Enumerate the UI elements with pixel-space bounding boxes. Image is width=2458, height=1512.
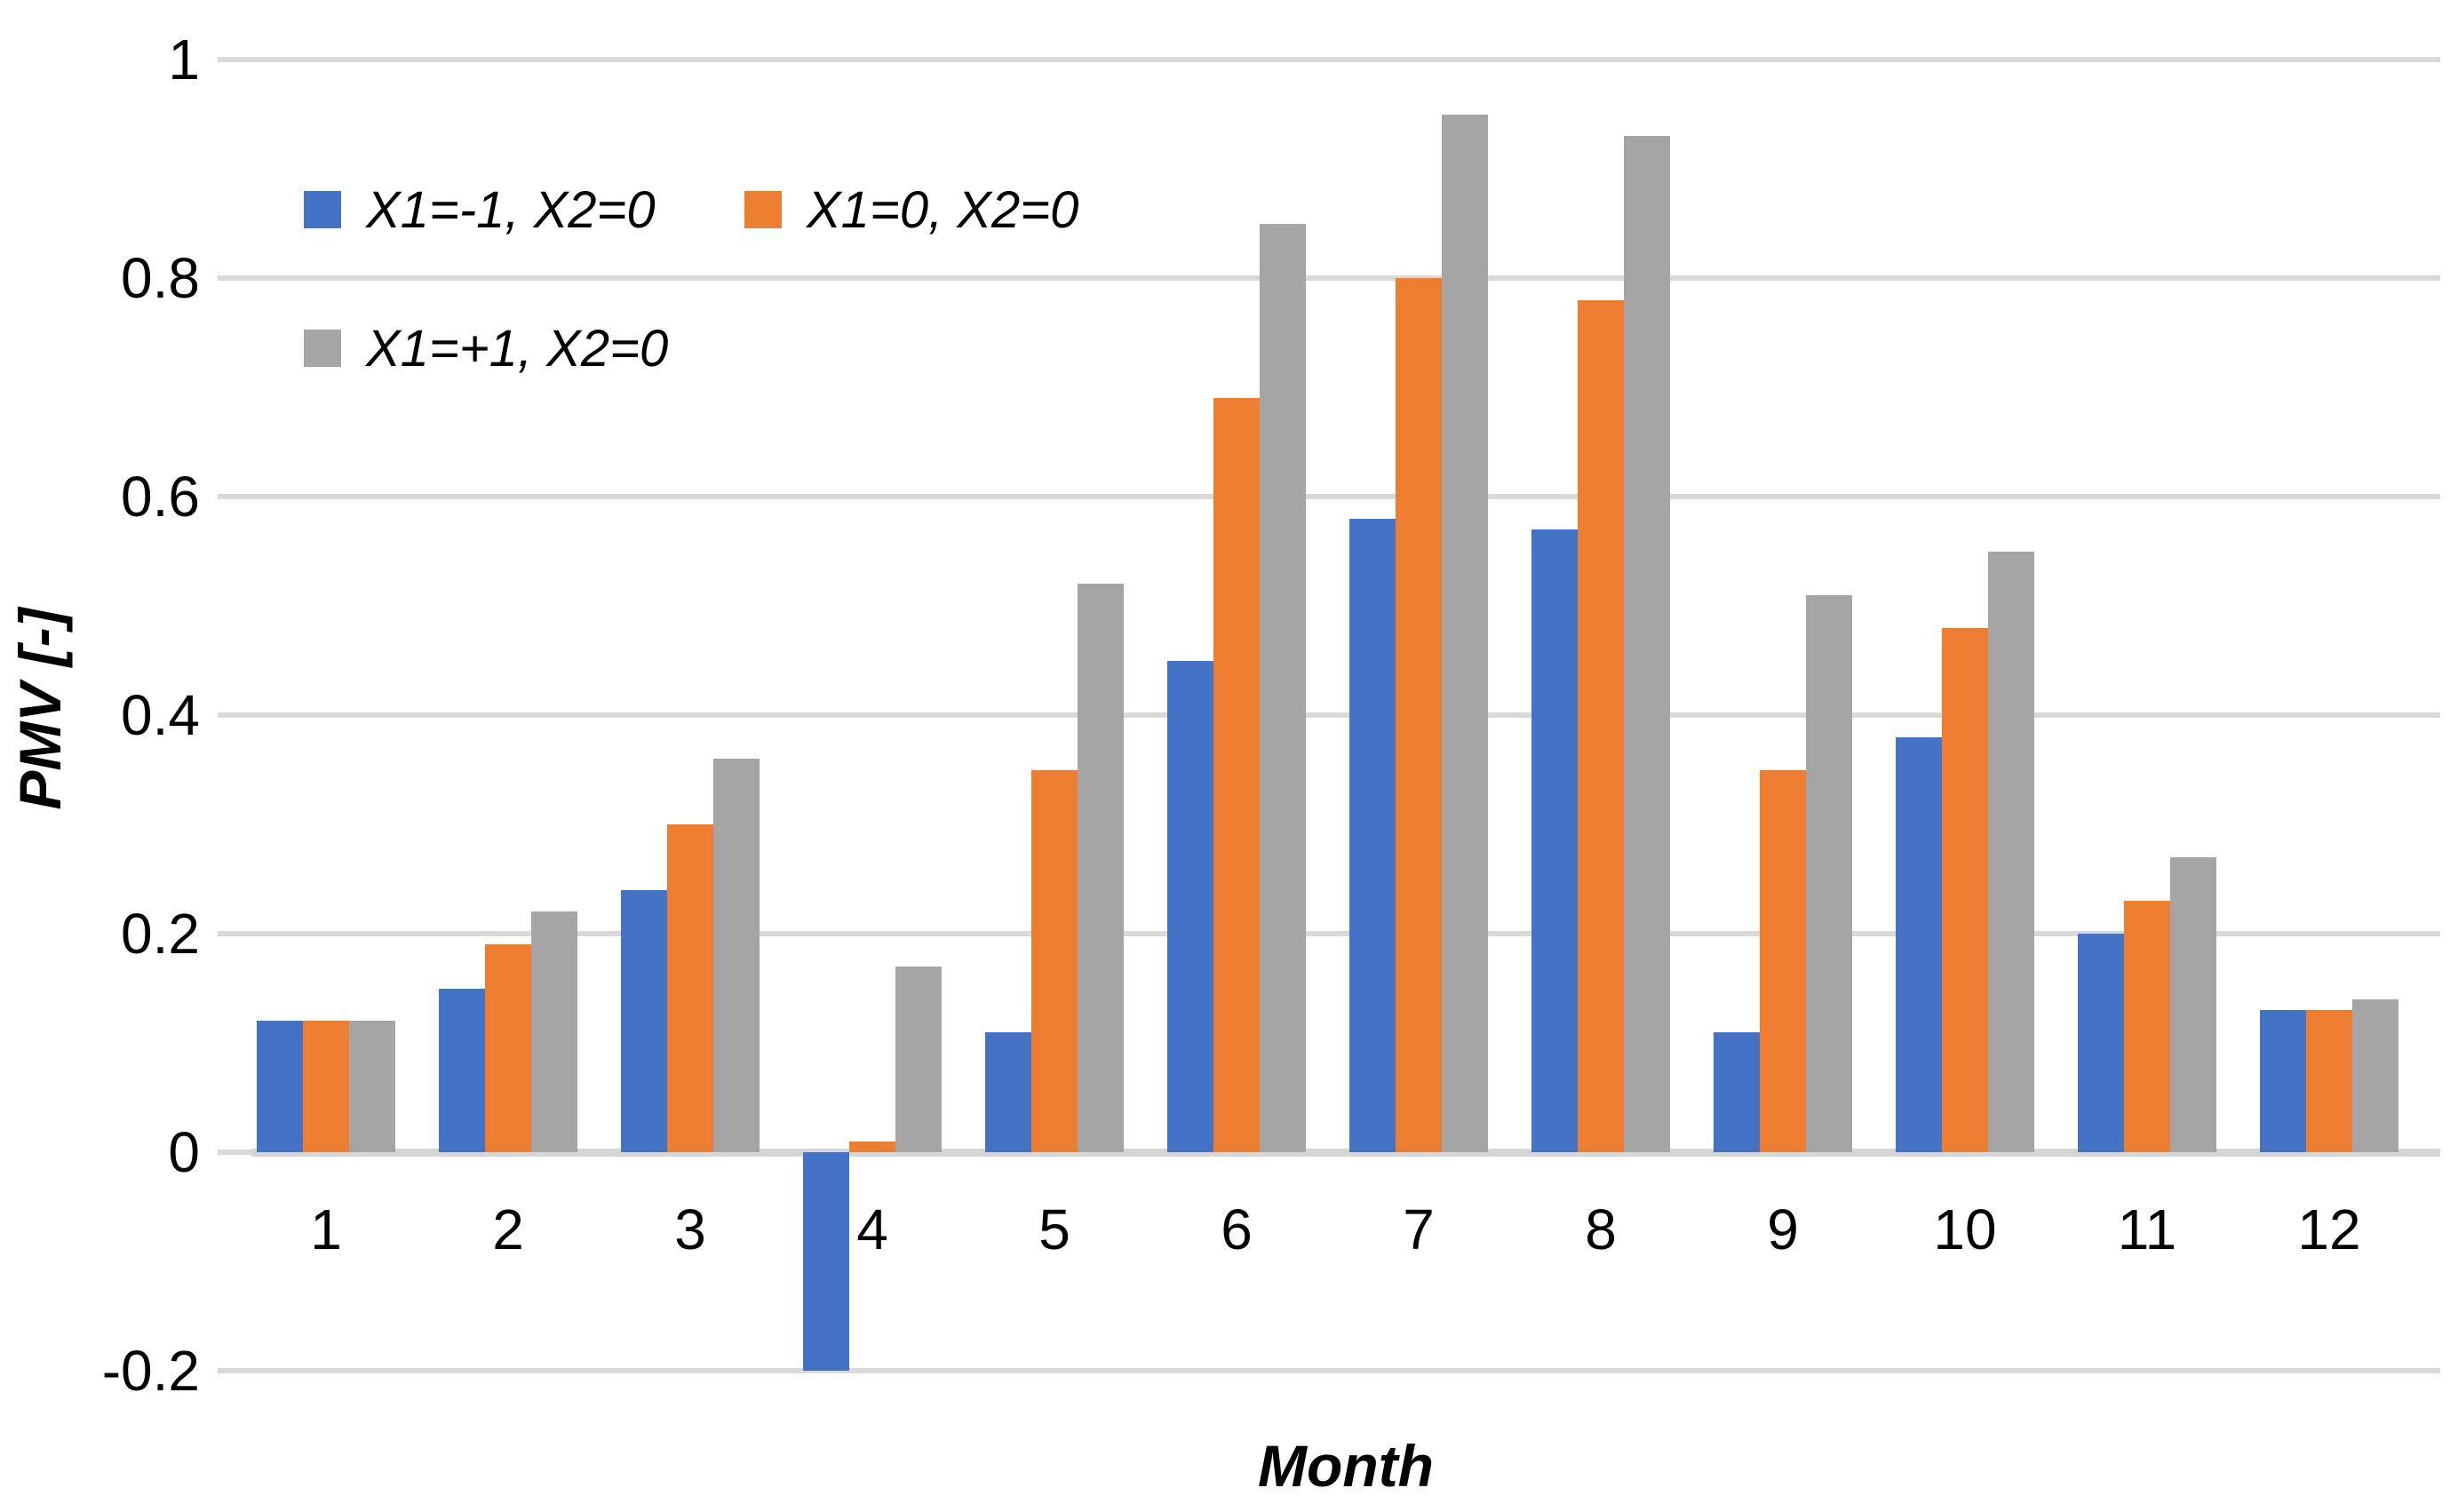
gridline — [251, 275, 2440, 281]
bar-month3-series1 — [621, 889, 667, 1152]
gridline — [251, 494, 2440, 499]
y-axis-title: PMV [-] — [7, 608, 73, 810]
bar-month12-series1 — [2260, 1010, 2306, 1152]
bar-month8-series3 — [1624, 136, 1670, 1152]
bar-month12-series3 — [2352, 999, 2398, 1152]
bar-month10-series2 — [1942, 627, 1988, 1152]
bar-month5-series1 — [985, 1031, 1031, 1152]
y-tick-mark — [218, 494, 251, 499]
y-tick-mark — [218, 712, 251, 718]
bar-month10-series3 — [1988, 551, 2034, 1152]
bar-month1-series2 — [303, 1021, 349, 1152]
bar-month2-series3 — [531, 911, 577, 1152]
y-tick-mark — [218, 1150, 251, 1155]
bar-month8-series1 — [1531, 529, 1578, 1152]
bar-month5-series2 — [1031, 769, 1078, 1152]
bar-month11-series1 — [2078, 934, 2124, 1152]
bar-month5-series3 — [1078, 584, 1124, 1152]
legend-label: X1=-1, X2=0 — [366, 180, 656, 239]
legend-swatch-icon — [304, 330, 341, 367]
bar-month3-series2 — [667, 824, 713, 1152]
bar-month4-series3 — [895, 966, 942, 1152]
bar-month7-series3 — [1442, 114, 1488, 1152]
x-tick-label: 2 — [492, 1198, 524, 1261]
bar-month1-series1 — [257, 1021, 303, 1152]
bar-month6-series1 — [1167, 660, 1213, 1152]
legend-item: X1=+1, X2=0 — [304, 316, 668, 380]
legend-label: X1=+1, X2=0 — [366, 319, 669, 378]
bar-month6-series3 — [1260, 223, 1306, 1152]
x-tick-label: 9 — [1767, 1198, 1799, 1261]
legend-swatch-icon — [744, 191, 782, 228]
bar-month4-series1 — [803, 1152, 849, 1371]
bar-month9-series2 — [1760, 769, 1806, 1152]
y-tick-mark — [218, 931, 251, 936]
y-tick-label: 0.8 — [121, 246, 200, 310]
x-tick-label: 7 — [1403, 1198, 1435, 1261]
bar-month1-series3 — [349, 1021, 395, 1152]
bar-month4-series2 — [849, 1141, 895, 1152]
axis-zero-line — [251, 1149, 2440, 1157]
y-tick-label: 0.4 — [121, 683, 200, 747]
gridline — [251, 57, 2440, 62]
x-tick-label: 4 — [856, 1198, 888, 1261]
y-tick-label: 0.6 — [121, 465, 200, 529]
x-tick-label: 12 — [2297, 1198, 2361, 1261]
bar-month11-series2 — [2124, 901, 2170, 1152]
x-tick-label: 6 — [1221, 1198, 1253, 1261]
gridline — [251, 712, 2440, 718]
x-tick-label: 3 — [674, 1198, 706, 1261]
bar-month7-series2 — [1396, 278, 1442, 1152]
x-axis-title: Month — [1258, 1433, 1434, 1499]
bar-month6-series2 — [1213, 398, 1260, 1152]
legend-item: X1=-1, X2=0 — [304, 178, 656, 242]
legend-item: X1=0, X2=0 — [744, 178, 1078, 242]
y-tick-mark — [218, 275, 251, 281]
y-tick-label: -0.2 — [101, 1339, 200, 1403]
x-tick-label: 10 — [1933, 1198, 1997, 1261]
bar-month10-series1 — [1896, 736, 1942, 1152]
legend-label: X1=0, X2=0 — [807, 180, 1079, 239]
y-tick-label: 1 — [168, 28, 200, 92]
bar-month9-series1 — [1714, 1031, 1760, 1152]
x-tick-label: 8 — [1585, 1198, 1617, 1261]
bar-month7-series1 — [1349, 518, 1396, 1152]
bar-month11-series3 — [2170, 856, 2216, 1152]
x-tick-label: 1 — [310, 1198, 342, 1261]
y-tick-mark — [218, 1368, 251, 1373]
bar-month3-series3 — [713, 759, 760, 1152]
y-tick-mark — [218, 57, 251, 62]
x-tick-label: 5 — [1038, 1198, 1070, 1261]
y-tick-label: 0.2 — [121, 902, 200, 966]
bar-month2-series2 — [485, 944, 531, 1152]
gridline — [251, 931, 2440, 936]
gridline — [251, 1368, 2440, 1373]
legend-swatch-icon — [304, 191, 341, 228]
bar-month2-series1 — [439, 988, 485, 1152]
bar-month12-series2 — [2306, 1010, 2352, 1152]
bar-month9-series3 — [1806, 594, 1852, 1152]
x-tick-label: 11 — [2117, 1198, 2177, 1261]
y-tick-label: 0 — [168, 1120, 200, 1184]
bar-month8-series2 — [1578, 299, 1624, 1152]
